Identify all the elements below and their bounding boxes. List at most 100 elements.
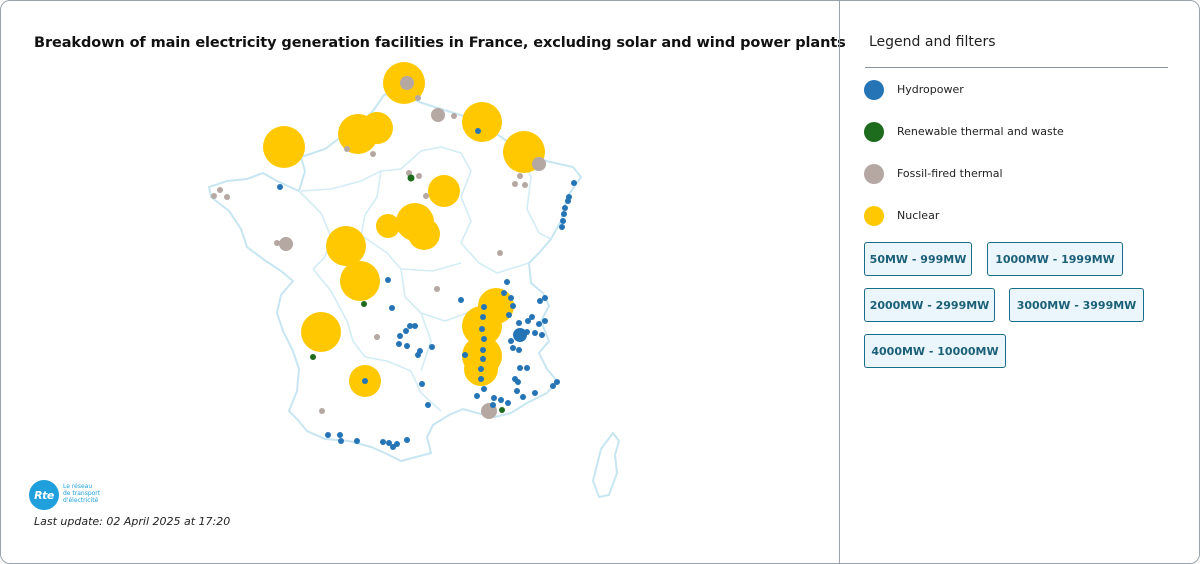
fossil-plant-marker [532, 157, 546, 171]
last-update-text: Last update: 02 April 2025 at 17:20 [34, 515, 231, 528]
hydro-plant-marker [475, 128, 481, 134]
hydro-plant-marker [403, 328, 409, 334]
legend-label: Fossil-fired thermal [897, 167, 1003, 180]
hydro-plant-marker [425, 402, 431, 408]
hydro-plant-marker [480, 356, 486, 362]
hydro-plant-marker [501, 290, 507, 296]
nuclear-plant-marker [340, 261, 380, 301]
hydro-plant-marker [537, 298, 543, 304]
map-title: Breakdown of main electricity generation… [34, 35, 846, 51]
fossil-plant-marker [517, 173, 523, 179]
france-map [207, 62, 621, 499]
rte-logo-tagline: Le réseau de transport d'électricité [63, 483, 123, 504]
nuclear-plant-marker [462, 102, 502, 142]
nuclear-plant-marker [376, 214, 400, 238]
nuclear-layer [263, 62, 545, 397]
filter-button-2000-2999mw[interactable]: 2000MW - 2999MW [864, 288, 995, 322]
rte-logo-mark: Rte [29, 480, 59, 510]
filter-button-4000-10000mw[interactable]: 4000MW - 10000MW [864, 334, 1006, 368]
hydro-plant-marker [517, 365, 523, 371]
fossil-plant-marker [370, 151, 376, 157]
nuclear-plant-marker [361, 112, 393, 144]
hydro-plant-marker [513, 328, 527, 342]
map-area: Breakdown of main electricity generation… [1, 1, 846, 563]
hydro-plant-marker [514, 388, 520, 394]
nuclear-plant-marker [301, 312, 341, 352]
nuclear-plant-marker [428, 175, 460, 207]
hydro-plant-marker [504, 279, 510, 285]
fossil-plant-marker [406, 170, 412, 176]
nuclear-plant-marker [408, 218, 440, 250]
hydro-plant-marker [478, 366, 484, 372]
renewable-plant-marker [499, 407, 505, 413]
hydro-plant-marker [524, 365, 530, 371]
hydro-plant-marker [571, 180, 577, 186]
legend-label: Hydropower [897, 83, 964, 96]
fossil-plant-marker [344, 146, 350, 152]
corsica-outline [591, 431, 621, 499]
hydro-plant-marker [380, 439, 386, 445]
hydro-plant-marker [560, 218, 566, 224]
logo-line: Le réseau [63, 483, 93, 490]
nuclear-plant-marker [263, 126, 305, 168]
hydro-plant-marker [508, 295, 514, 301]
hydro-plant-marker [510, 345, 516, 351]
hydro-plant-marker [429, 344, 435, 350]
hydro-plant-marker [389, 305, 395, 311]
fossil-plant-marker [319, 408, 325, 414]
pane-divider [839, 1, 840, 563]
hydro-plant-marker [407, 323, 413, 329]
hydro-plant-marker [458, 297, 464, 303]
legend-item-renewable-thermal[interactable]: Renewable thermal and waste [864, 122, 1164, 144]
hydro-plant-marker [462, 352, 468, 358]
nuclear-swatch-icon [864, 206, 884, 226]
hydro-plant-marker [554, 379, 560, 385]
fossil-plant-marker [274, 240, 280, 246]
legend-item-nuclear[interactable]: Nuclear [864, 206, 1164, 228]
hydro-plant-marker [478, 376, 484, 382]
hydro-plant-marker [510, 303, 516, 309]
hydro-plant-marker [565, 198, 571, 204]
renewable-plant-marker [361, 301, 367, 307]
hydro-plant-marker [532, 330, 538, 336]
fossil-plant-marker [415, 95, 421, 101]
fossil-plant-marker [434, 286, 440, 292]
legend-panel: Legend and filters Hydropower Renewable … [840, 1, 1199, 563]
hydro-plant-marker [479, 326, 485, 332]
logo-line: de transport [63, 490, 101, 497]
filter-button-1000-1999mw[interactable]: 1000MW - 1999MW [987, 242, 1123, 276]
hydro-plant-marker [480, 314, 486, 320]
hydro-plant-marker [506, 312, 512, 318]
filter-button-3000-3999mw[interactable]: 3000MW - 3999MW [1009, 288, 1144, 322]
fossil-plant-marker [522, 182, 528, 188]
renewable-plant-marker [407, 174, 415, 182]
hydro-plant-marker [520, 394, 526, 400]
hydro-plant-marker [404, 343, 410, 349]
fossil-plant-marker [431, 108, 445, 122]
renewable-plant-marker [310, 354, 316, 360]
rte-logo: Rte Le réseau de transport d'électricité [29, 480, 129, 512]
fossil-plant-marker [451, 113, 457, 119]
legend-title: Legend and filters [869, 34, 996, 50]
hydro-plant-marker [515, 379, 521, 385]
region-boundaries [298, 146, 552, 412]
hydro-plant-marker [396, 341, 402, 347]
hydro-plant-marker [490, 402, 496, 408]
hydro-plant-marker [532, 390, 538, 396]
hydro-plant-marker [415, 352, 421, 358]
legend-item-hydropower[interactable]: Hydropower [864, 80, 1164, 102]
hydro-plant-marker [562, 205, 568, 211]
hydro-plant-marker [474, 393, 480, 399]
hydro-plant-marker [404, 437, 410, 443]
fossil-plant-marker [224, 194, 230, 200]
hydro-plant-marker [394, 441, 400, 447]
hydro-plant-marker [354, 438, 360, 444]
fossil-plant-marker [211, 193, 217, 199]
filter-button-50-999mw[interactable]: 50MW - 999MW [864, 242, 972, 276]
nuclear-plant-marker [326, 226, 366, 266]
hydro-plant-marker [412, 323, 418, 329]
hydro-plant-marker [516, 320, 522, 326]
hydro-plant-marker [516, 347, 522, 353]
hydro-plant-marker [539, 332, 545, 338]
legend-item-fossil-thermal[interactable]: Fossil-fired thermal [864, 164, 1164, 186]
